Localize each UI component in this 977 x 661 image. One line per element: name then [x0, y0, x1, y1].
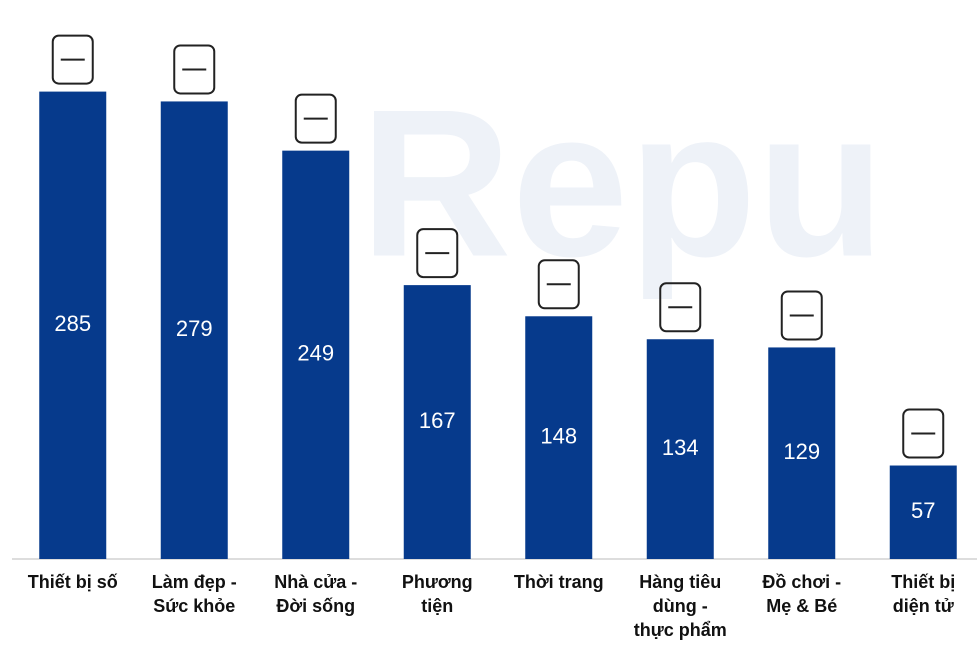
icon	[902, 408, 945, 459]
x-tick-label: Thời trang	[513, 572, 604, 592]
x-tick-label: Thiết bị diện tử	[891, 572, 956, 616]
icon	[537, 259, 580, 310]
value-label: 129	[783, 439, 820, 464]
x-tick-label: Phương tiện	[401, 572, 473, 616]
icon	[51, 34, 94, 85]
bar	[768, 347, 836, 559]
value-label: 249	[297, 341, 334, 366]
bar	[403, 285, 471, 559]
bar	[160, 101, 228, 559]
value-label: 279	[176, 316, 213, 341]
value-label: 148	[540, 423, 577, 448]
bar	[282, 150, 350, 559]
x-tick-label: Đồ chơi - Mẹ & Bé	[762, 572, 842, 616]
icon	[294, 93, 337, 144]
x-tick-label: Hàng tiêu dùng - thực phẩm	[633, 572, 727, 640]
bar	[525, 316, 593, 559]
icon	[780, 290, 823, 341]
value-label: 57	[911, 498, 935, 523]
bar	[39, 91, 107, 559]
x-tick-label: Thiết bị số	[27, 572, 118, 592]
icon	[416, 228, 459, 279]
x-tick-label: Nhà cửa - Đời sống	[274, 572, 358, 616]
x-tick-label: Làm đẹp - Sức khỏe	[151, 572, 237, 616]
icon	[659, 282, 702, 333]
value-label: 285	[54, 311, 91, 336]
value-label: 167	[419, 408, 456, 433]
icon	[173, 44, 216, 95]
bar	[646, 339, 714, 559]
value-label: 134	[662, 435, 699, 460]
bar	[889, 465, 957, 559]
watermark: Repu	[360, 65, 885, 300]
